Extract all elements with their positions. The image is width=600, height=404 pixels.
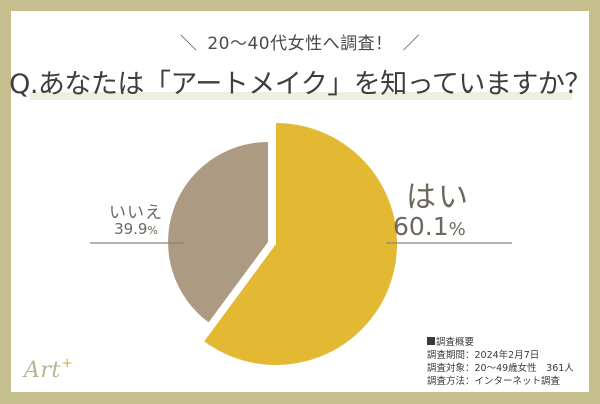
slash-right: ／ (402, 34, 421, 54)
square-bullet-icon (427, 337, 435, 345)
notes-line: 調査方法：インターネット調査 (427, 376, 561, 387)
label-no-value: 39.9% (96, 220, 176, 238)
plus-mark-icon: + (61, 356, 74, 371)
pie-slice-yes (204, 123, 397, 365)
label-yes-value: 60.1% (393, 212, 513, 241)
brand-logo: Art+ (24, 356, 74, 383)
notes-line: 調査対象：20〜49歳女性 361人 (427, 363, 574, 374)
label-no-number: 39.9 (114, 220, 148, 238)
survey-subtitle: ＼ 20〜40代女性へ調査！ ／ (0, 29, 600, 54)
label-no-name: いいえ (109, 203, 163, 223)
slash-left: ＼ (179, 34, 198, 54)
notes-heading: 調査概要 (427, 336, 574, 349)
label-yes-name: はい (406, 180, 470, 215)
pie-slice-no (168, 142, 268, 323)
question-highlight (30, 92, 572, 100)
notes-line: 調査期間：2024年2月7日 (427, 350, 540, 361)
survey-notes: 調査概要 調査期間：2024年2月7日 調査対象：20〜49歳女性 361人 調… (427, 336, 574, 388)
question-title: Q.あなたは「アートメイク」を知っていますか？ (9, 69, 591, 100)
label-yes-number: 60.1 (393, 212, 449, 241)
subtitle-text: 20〜40代女性へ調査！ (207, 34, 393, 54)
label-no-unit: % (147, 224, 158, 237)
label-yes-unit: % (448, 219, 466, 240)
